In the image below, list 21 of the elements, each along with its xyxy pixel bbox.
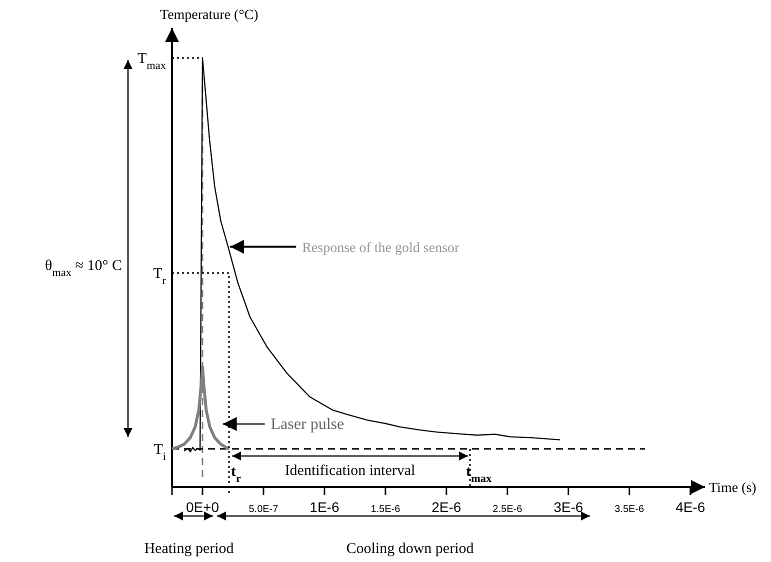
- x-tick-label: 2.5E-6: [492, 504, 523, 515]
- text: T$_{r}$: [153, 266, 166, 287]
- y-axis-title: Temperature (°C): [160, 8, 259, 23]
- x-axis-title: Time (s): [709, 481, 757, 496]
- text: T$_{max}$: [137, 51, 166, 72]
- x-tick-label: 1.5E-6: [370, 504, 401, 515]
- x-tick-label: 2E-6: [432, 499, 462, 515]
- x-tick-label: 3E-6: [554, 499, 584, 515]
- x-tick-label: 1E-6: [310, 499, 340, 515]
- x-tick-label: 3.5E-6: [614, 504, 645, 515]
- x-tick-label: 4E-6: [676, 499, 706, 515]
- annotation: Identification interval: [284, 463, 416, 479]
- text: Heating period: [144, 541, 234, 557]
- text: θ$_{max}$ ≈ 10° C: [44, 258, 122, 279]
- ref-line-label: T$_{i}$: [154, 442, 166, 463]
- text: Cooling down period: [346, 541, 474, 557]
- legend-label: Response of the gold sensor: [302, 240, 460, 256]
- x-tick-label: 0E+0: [186, 499, 220, 515]
- annotation: t$_{r}$: [231, 464, 241, 485]
- text: Laser pulse: [270, 416, 344, 433]
- x-tick-label: 5.0E-7: [248, 504, 279, 515]
